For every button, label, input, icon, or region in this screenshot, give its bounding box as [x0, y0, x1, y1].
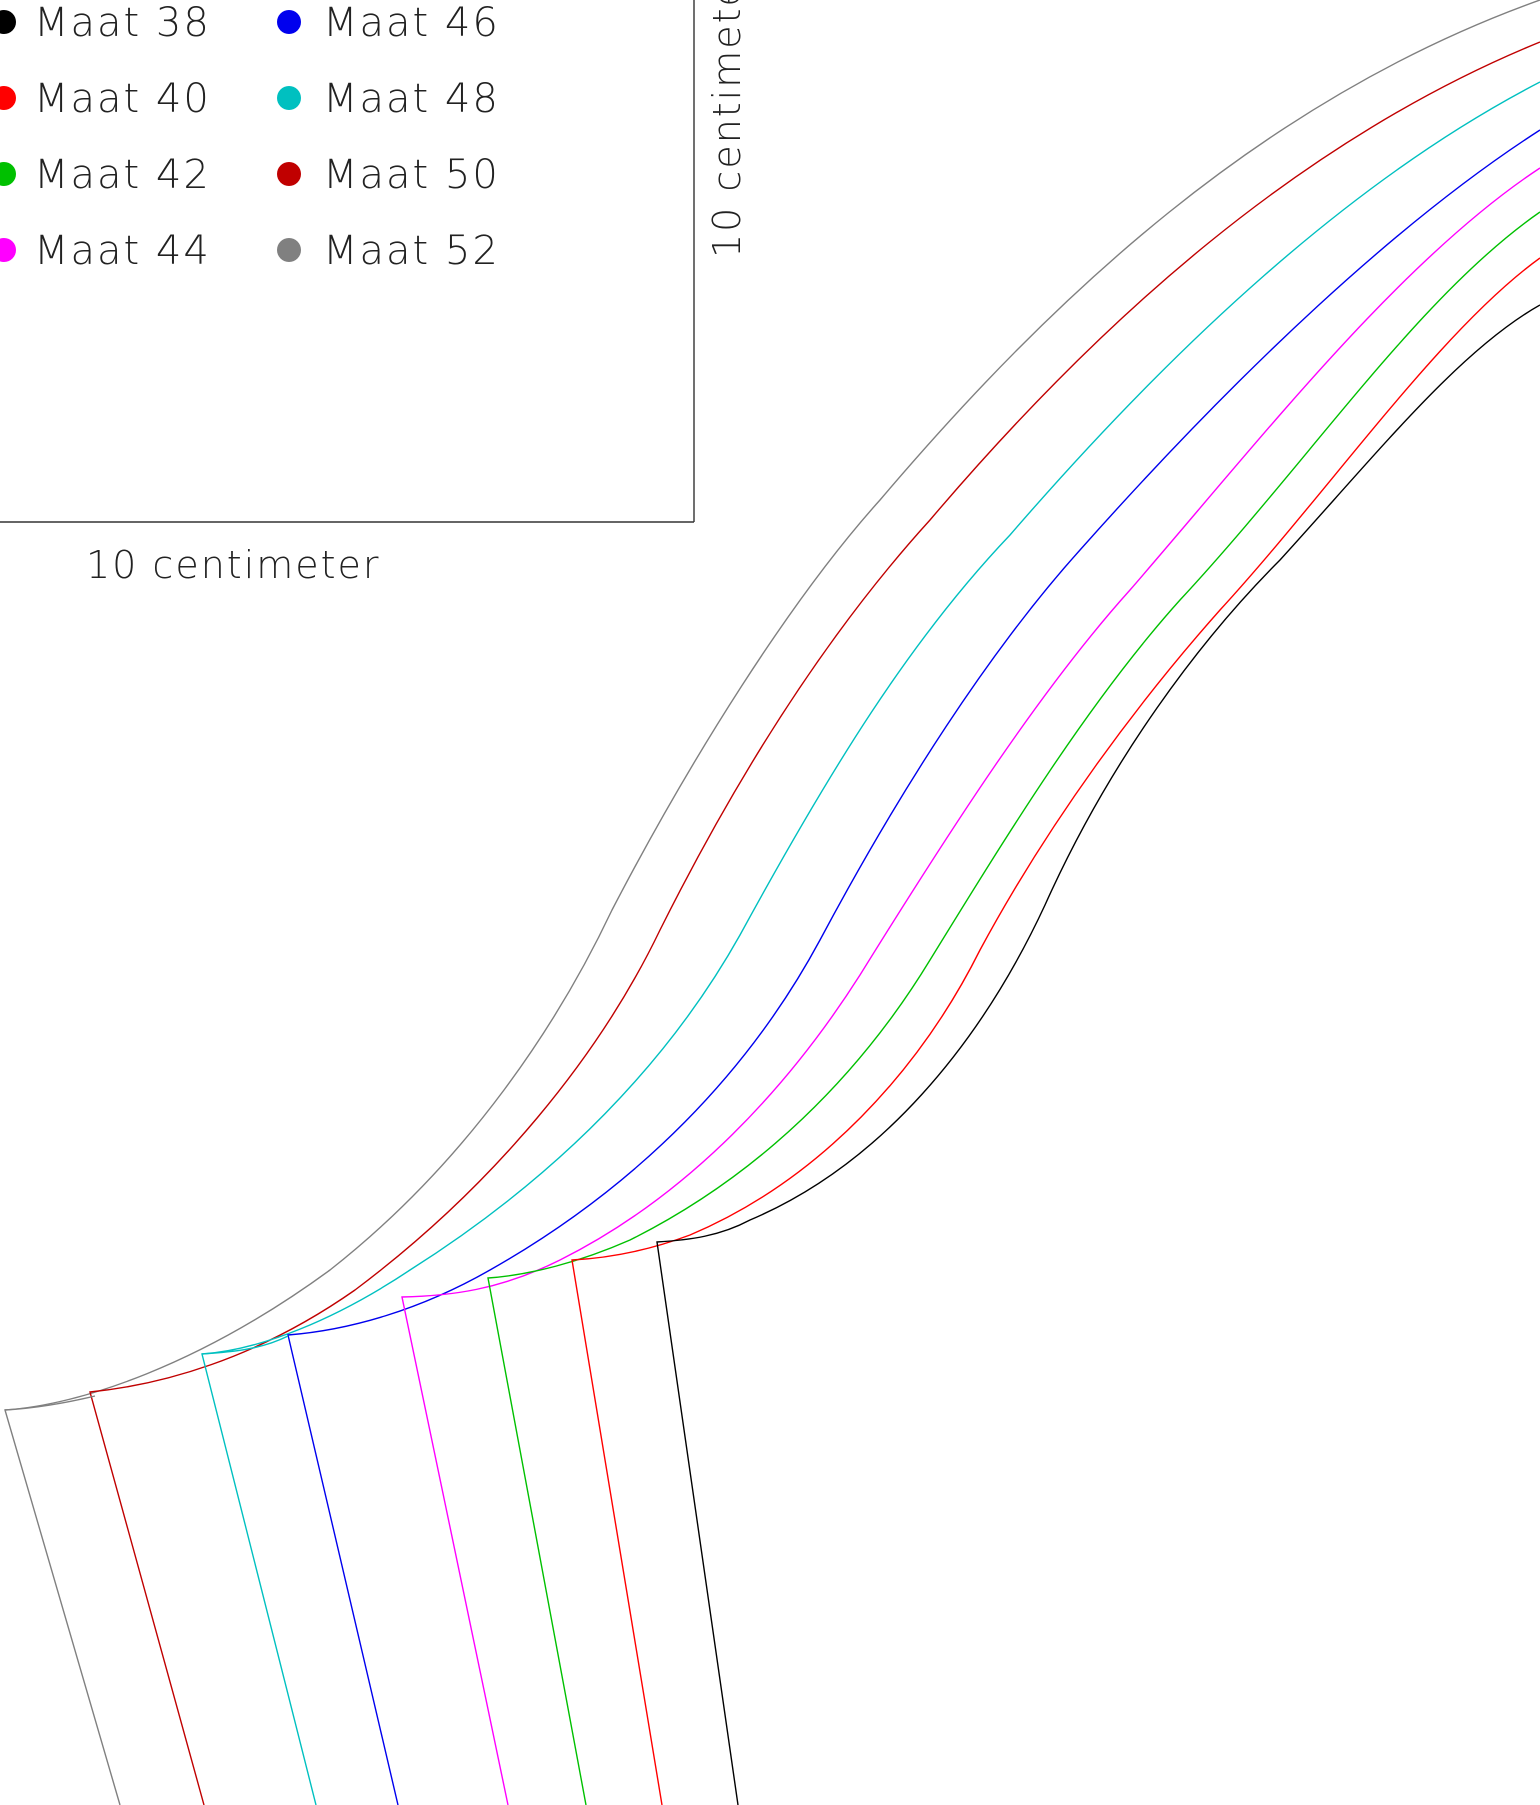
- legend-marker-maat-38: [0, 10, 16, 34]
- legend-marker-maat-42: [0, 162, 16, 186]
- legend-label-maat-46: Maat 46: [323, 0, 500, 46]
- legend-label-maat-40: Maat 40: [34, 76, 211, 122]
- scale-frame: 10 centimeter 10 centimeter: [0, 0, 749, 587]
- legend-label-maat-48: Maat 48: [323, 76, 500, 122]
- shoulder-connector-maat-52: [4, 1395, 96, 1411]
- legend-marker-maat-52: [277, 238, 301, 262]
- legend-marker-maat-46: [277, 10, 301, 34]
- pattern-outline-maat-48: [201, 81, 1540, 1805]
- legend-marker-maat-44: [0, 238, 16, 262]
- pattern-outline-maat-52: [4, 0, 1540, 1805]
- pattern-outline-maat-42: [487, 211, 1540, 1805]
- legend-label-maat-44: Maat 44: [34, 228, 211, 274]
- pattern-outline-maat-40: [571, 257, 1540, 1805]
- pattern-outline-maat-46: [287, 129, 1540, 1805]
- legend-label-maat-50: Maat 50: [323, 152, 500, 198]
- pattern-outlines: [4, 0, 1540, 1805]
- pattern-outline-maat-44: [401, 167, 1540, 1805]
- legend-marker-maat-48: [277, 86, 301, 110]
- legend-label-maat-38: Maat 38: [34, 0, 211, 46]
- pattern-outline-maat-50: [89, 41, 1540, 1805]
- legend-label-maat-52: Maat 52: [323, 228, 500, 274]
- legend-marker-maat-40: [0, 86, 16, 110]
- vertical-scale-label: 10 centimeter: [705, 0, 749, 258]
- horizontal-scale-label: 10 centimeter: [86, 543, 381, 587]
- legend-label-maat-42: Maat 42: [34, 152, 211, 198]
- legend: Maat 38 Maat 40 Maat 42 Maat 44 Maat 46 …: [0, 0, 500, 274]
- pattern-outline-maat-38: [656, 304, 1540, 1805]
- legend-marker-maat-50: [277, 162, 301, 186]
- shoulder-connector-maat-48: [201, 1335, 289, 1355]
